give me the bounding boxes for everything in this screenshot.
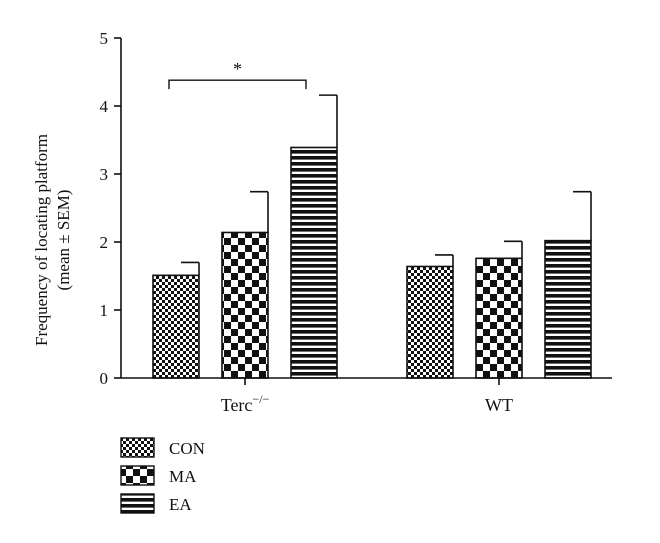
bar-ma-terc xyxy=(221,231,269,379)
legend: CON MA EA xyxy=(120,437,205,514)
bar-ea-terc xyxy=(290,146,338,379)
y-tick-label: 3 xyxy=(100,165,109,184)
legend-swatch-ma xyxy=(120,465,155,486)
bars xyxy=(152,146,592,379)
y-axis-title-line-1: Frequency of locating platform xyxy=(32,134,51,346)
bar-con-wt xyxy=(406,265,454,379)
significance-bracket xyxy=(168,79,307,90)
significance-star: * xyxy=(233,59,242,79)
error-bars xyxy=(181,94,592,276)
legend-swatch-con xyxy=(120,437,155,458)
legend-label-ma: MA xyxy=(169,467,197,486)
y-axis: 0 1 2 3 4 5 xyxy=(100,29,122,388)
y-tick-label: 1 xyxy=(100,301,109,320)
legend-swatch-ea xyxy=(120,493,155,514)
y-tick-label: 5 xyxy=(100,29,109,48)
x-group-label: Terc−/− xyxy=(221,392,270,415)
bar-con-terc xyxy=(152,274,200,379)
y-tick-label: 2 xyxy=(100,233,109,252)
y-axis-title-line-2: (mean ± SEM) xyxy=(54,190,73,291)
legend-label-ea: EA xyxy=(169,495,192,514)
y-tick-label: 0 xyxy=(100,369,109,388)
significance-annotations: * xyxy=(168,59,307,90)
x-group-label: WT xyxy=(485,395,513,415)
x-axis: Terc−/− WT xyxy=(121,377,612,415)
x-group-label-superscript: −/− xyxy=(252,392,269,406)
y-axis-title: Frequency of locating platform (mean ± S… xyxy=(32,134,73,346)
bar-ea-wt xyxy=(544,239,592,379)
bar-ma-wt xyxy=(475,257,523,379)
y-tick-label: 4 xyxy=(100,97,109,116)
legend-label-con: CON xyxy=(169,439,205,458)
